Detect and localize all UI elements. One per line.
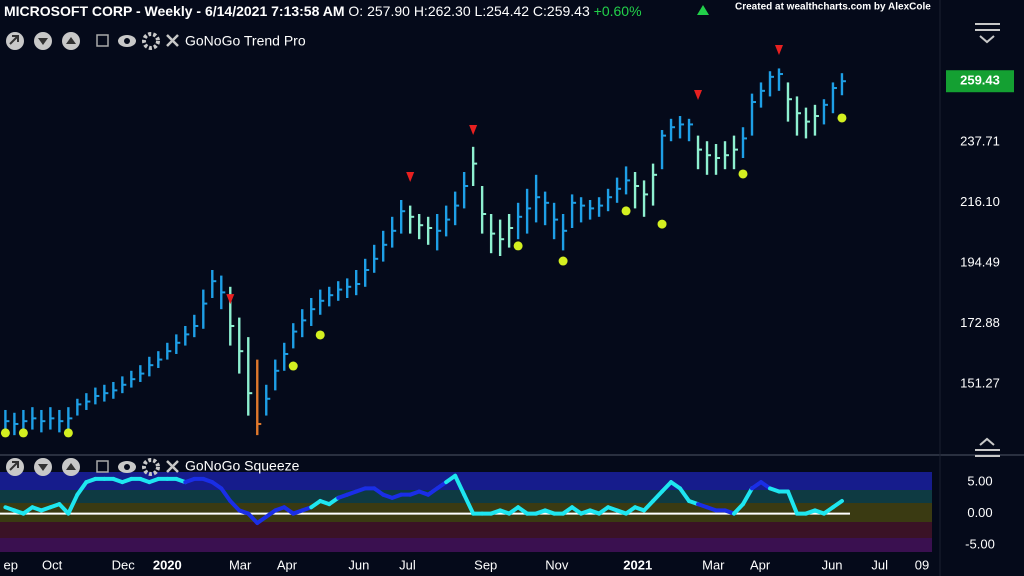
countertrend-dot bbox=[63, 428, 73, 438]
trend-arrow bbox=[469, 125, 478, 136]
countertrend-dot bbox=[837, 113, 847, 123]
x-tick-label: Jun bbox=[348, 557, 369, 572]
countertrend-dot bbox=[657, 219, 667, 229]
high-label: H:262.30 bbox=[414, 3, 471, 19]
band bbox=[0, 503, 932, 522]
x-tick-label: Apr bbox=[750, 557, 771, 572]
icon bbox=[38, 38, 48, 45]
y-tick-label: 0.00 bbox=[967, 505, 992, 520]
minimize-button[interactable] bbox=[96, 34, 109, 47]
squeeze-line bbox=[462, 492, 476, 516]
chart-title: MICROSOFT CORP - Weekly - 6/14/2021 7:13… bbox=[4, 3, 345, 19]
squeeze-line bbox=[642, 498, 656, 513]
countertrend-dot bbox=[315, 330, 325, 340]
squeeze-bands bbox=[0, 472, 932, 552]
x-tick-label: Mar bbox=[702, 557, 725, 572]
icon bbox=[66, 37, 76, 44]
x-tick-label: 2020 bbox=[153, 557, 182, 572]
squeeze-line bbox=[785, 489, 799, 516]
x-tick-label: Nov bbox=[545, 557, 569, 572]
squeeze-line bbox=[741, 486, 754, 507]
y-tick-label: -5.00 bbox=[965, 537, 995, 552]
x-tick-label: 09 bbox=[915, 557, 929, 572]
minimize-button[interactable] bbox=[96, 460, 109, 473]
countertrend-dot bbox=[621, 206, 631, 216]
change-icon bbox=[697, 5, 709, 15]
low-label: L:254.42 bbox=[475, 3, 530, 19]
squeeze-line bbox=[651, 489, 665, 503]
squeeze-toolbar[interactable] bbox=[6, 458, 179, 476]
icon bbox=[9, 461, 19, 471]
squeeze-line bbox=[246, 511, 260, 526]
squeeze-line bbox=[228, 498, 242, 513]
y-tick-label: 194.49 bbox=[960, 254, 1000, 269]
squeeze-line bbox=[660, 480, 674, 494]
squeeze-line bbox=[678, 486, 692, 503]
icon bbox=[124, 464, 130, 470]
countertrend-dot bbox=[0, 428, 10, 438]
countertrend-dot bbox=[558, 256, 568, 266]
change-label: +0.60% bbox=[594, 3, 642, 19]
y-tick-label: 5.00 bbox=[967, 474, 992, 489]
x-tick-label: Jul bbox=[399, 557, 416, 572]
x-tick-label: Sep bbox=[474, 557, 497, 572]
y-tick-label: 216.10 bbox=[960, 194, 1000, 209]
countertrend-dot bbox=[288, 361, 298, 371]
icon bbox=[9, 35, 19, 45]
band bbox=[0, 472, 932, 490]
x-tick-label: 2021 bbox=[623, 557, 652, 572]
squeeze-line bbox=[219, 486, 233, 503]
close-label: C:259.43 bbox=[533, 3, 590, 19]
trend-arrow bbox=[226, 294, 235, 305]
countertrend-dot bbox=[18, 428, 28, 438]
icon bbox=[975, 23, 1000, 44]
countertrend-dot bbox=[513, 241, 523, 251]
axis-menu[interactable] bbox=[975, 23, 1000, 457]
settings-button[interactable] bbox=[142, 458, 160, 476]
countertrend-dot bbox=[738, 169, 748, 179]
settings-button[interactable] bbox=[142, 32, 160, 50]
trend-toolbar[interactable] bbox=[6, 32, 179, 50]
y-tick-label: 237.71 bbox=[960, 133, 1000, 148]
band bbox=[0, 538, 932, 552]
trend-arrow bbox=[406, 172, 415, 183]
squeeze-line bbox=[732, 502, 746, 516]
expand-button[interactable] bbox=[6, 458, 24, 476]
x-tick-label: Mar bbox=[229, 557, 252, 572]
last-price-label: 259.43 bbox=[960, 73, 1000, 88]
x-tick-label: Jun bbox=[822, 557, 843, 572]
icon bbox=[66, 463, 76, 470]
open-label: O: 257.90 bbox=[348, 3, 410, 19]
icon bbox=[975, 437, 1000, 457]
icon bbox=[124, 38, 130, 44]
chart-header: MICROSOFT CORP - Weekly - 6/14/2021 7:13… bbox=[4, 3, 642, 19]
close-button[interactable] bbox=[166, 460, 179, 473]
expand-button[interactable] bbox=[6, 32, 24, 50]
icon bbox=[38, 464, 48, 471]
squeeze-line bbox=[830, 498, 844, 510]
x-tick-label: ep bbox=[4, 557, 18, 572]
x-tick-label: Oct bbox=[42, 557, 63, 572]
indicator-label: GoNoGo Trend Pro bbox=[185, 33, 306, 49]
squeeze-line bbox=[75, 480, 89, 497]
indicator-label: GoNoGo Squeeze bbox=[185, 458, 300, 474]
x-tick-label: Jul bbox=[871, 557, 888, 572]
trend-arrow bbox=[694, 90, 703, 101]
squeeze-line bbox=[57, 502, 71, 516]
band bbox=[0, 522, 932, 538]
close-button[interactable] bbox=[166, 34, 179, 47]
y-tick-label: 172.88 bbox=[960, 315, 1000, 330]
squeeze-line bbox=[66, 492, 80, 516]
squeeze-line bbox=[453, 473, 467, 497]
trend-arrow bbox=[774, 44, 783, 55]
watermark: Created at wealthcharts.com by AlexCole bbox=[735, 2, 931, 13]
last-price-box bbox=[946, 70, 1014, 93]
y-tick-label: 151.27 bbox=[960, 375, 1000, 390]
x-tick-label: Apr bbox=[277, 557, 298, 572]
x-tick-label: Dec bbox=[112, 557, 136, 572]
